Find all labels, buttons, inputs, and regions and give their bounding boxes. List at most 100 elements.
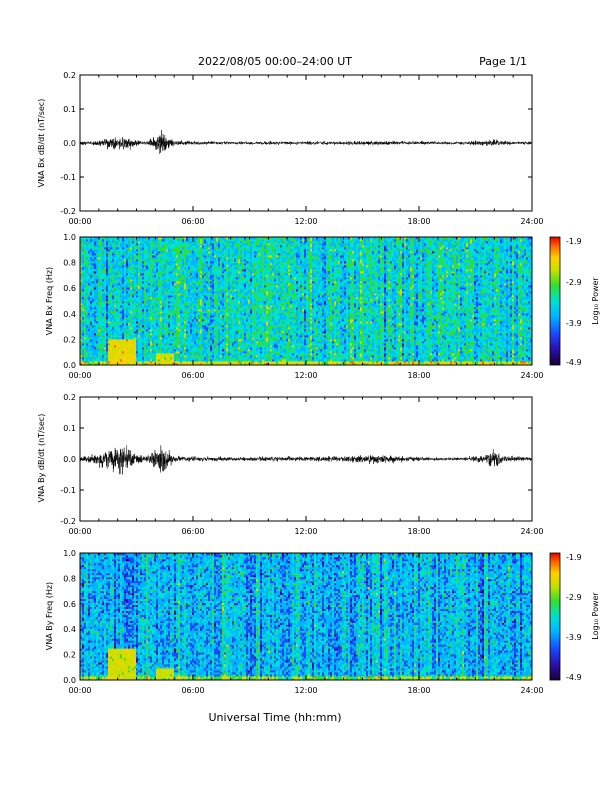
spectrogram-cell bbox=[138, 333, 140, 335]
spectrogram-cell bbox=[94, 345, 96, 347]
spectrogram-cell bbox=[176, 339, 178, 341]
spectrogram-cell bbox=[132, 313, 134, 315]
spectrogram-cell bbox=[144, 297, 146, 299]
spectrogram-cell bbox=[120, 299, 122, 301]
spectrogram-cell bbox=[226, 313, 228, 315]
spectrogram-cell bbox=[202, 335, 204, 337]
spectrogram-cell bbox=[158, 261, 160, 263]
spectrogram-cell bbox=[148, 263, 150, 265]
spectrogram-cell bbox=[204, 347, 206, 349]
spectrogram-cell bbox=[158, 329, 160, 331]
spectrogram-cell bbox=[124, 255, 126, 257]
spectrogram-cell bbox=[122, 247, 124, 249]
spectrogram-cell bbox=[150, 289, 152, 291]
spectrogram-cell bbox=[124, 251, 126, 253]
spectrogram-cell bbox=[112, 355, 114, 357]
spectrogram-cell bbox=[176, 349, 178, 351]
spectrogram-cell bbox=[104, 333, 106, 335]
spectrogram-cell bbox=[202, 291, 204, 293]
spectrogram-cell bbox=[92, 247, 94, 249]
spectrogram-cell bbox=[96, 239, 98, 241]
spectrogram-cell bbox=[200, 331, 202, 333]
spectrogram-cell bbox=[226, 357, 228, 359]
spectrogram-cell bbox=[82, 283, 84, 285]
spectrogram-cell bbox=[96, 335, 98, 337]
spectrogram-cell bbox=[224, 249, 226, 251]
spectrogram-cell bbox=[180, 281, 182, 283]
spectrogram-cell bbox=[134, 265, 136, 267]
spectrogram-cell bbox=[214, 285, 216, 287]
spectrogram-cell bbox=[90, 257, 92, 259]
spectrogram-cell bbox=[104, 259, 106, 261]
spectrogram-cell bbox=[144, 285, 146, 287]
spectrogram-cell bbox=[218, 249, 220, 251]
spectrogram-cell bbox=[186, 275, 188, 277]
spectrogram-cell bbox=[188, 307, 190, 309]
spectrogram-cell bbox=[162, 253, 164, 255]
spectrogram-cell bbox=[206, 297, 208, 299]
spectrogram-cell bbox=[194, 323, 196, 325]
spectrogram-cell bbox=[228, 319, 230, 321]
spectrogram-cell bbox=[136, 341, 138, 343]
spectrogram-cell bbox=[176, 341, 178, 343]
spectrogram-cell bbox=[154, 319, 156, 321]
spectrogram-cell bbox=[112, 333, 114, 335]
spectrogram-cell bbox=[168, 311, 170, 313]
spectrogram-cell bbox=[84, 327, 86, 329]
spectrogram-cell bbox=[86, 299, 88, 301]
spectrogram-cell bbox=[140, 303, 142, 305]
spectrogram-cell bbox=[182, 285, 184, 287]
spectrogram-cell bbox=[178, 257, 180, 259]
spectrogram-cell bbox=[148, 327, 150, 329]
spectrogram-cell bbox=[208, 257, 210, 259]
spectrogram-cell bbox=[118, 331, 120, 333]
spectrogram-cell bbox=[202, 351, 204, 353]
spectrogram-cell bbox=[168, 241, 170, 243]
spectrogram-cell bbox=[216, 295, 218, 297]
spectrogram-cell bbox=[156, 267, 158, 269]
spectrogram-cell bbox=[96, 323, 98, 325]
spectrogram-cell bbox=[90, 307, 92, 309]
spectrogram-cell bbox=[94, 321, 96, 323]
spectrogram-cell bbox=[130, 285, 132, 287]
spectrogram-cell bbox=[116, 257, 118, 259]
spectrogram-cell bbox=[104, 279, 106, 281]
spectrogram-cell bbox=[170, 355, 172, 357]
spectrogram-cell bbox=[160, 253, 162, 255]
spectrogram-cell bbox=[198, 301, 200, 303]
spectrogram-cell bbox=[196, 285, 198, 287]
spectrogram-cell bbox=[126, 357, 128, 359]
spectrogram-cell bbox=[132, 361, 134, 363]
spectrogram-cell bbox=[198, 289, 200, 291]
spectrogram-cell bbox=[102, 267, 104, 269]
spectrogram-cell bbox=[102, 329, 104, 331]
spectrogram-cell bbox=[198, 283, 200, 285]
spectrogram-cell bbox=[116, 341, 118, 343]
spectrogram-cell bbox=[186, 329, 188, 331]
spectrogram-cell bbox=[122, 277, 124, 279]
spectrogram-cell bbox=[188, 283, 190, 285]
spectrogram-cell bbox=[126, 361, 128, 363]
spectrogram-cell bbox=[152, 267, 154, 269]
spectrogram-cell bbox=[130, 297, 132, 299]
spectrogram-cell bbox=[96, 269, 98, 271]
spectrogram-cell bbox=[232, 313, 234, 315]
spectrogram-cell bbox=[162, 255, 164, 257]
spectrogram-cell bbox=[132, 307, 134, 309]
spectrogram-cell bbox=[104, 359, 106, 361]
spectrogram-cell bbox=[132, 257, 134, 259]
spectrogram-cell bbox=[226, 319, 228, 321]
spectrogram-cell bbox=[146, 345, 148, 347]
spectrogram-cell bbox=[168, 361, 170, 363]
spectrogram-cell bbox=[110, 247, 112, 249]
spectrogram-cell bbox=[232, 297, 234, 299]
spectrogram-cell bbox=[142, 339, 144, 341]
spectrogram-cell bbox=[144, 283, 146, 285]
spectrogram-cell bbox=[86, 277, 88, 279]
spectrogram-cell bbox=[102, 281, 104, 283]
spectrogram-cell bbox=[120, 253, 122, 255]
spectrogram-cell bbox=[182, 249, 184, 251]
spectrogram-cell bbox=[182, 289, 184, 291]
spectrogram-cell bbox=[124, 285, 126, 287]
spectrogram-cell bbox=[178, 279, 180, 281]
